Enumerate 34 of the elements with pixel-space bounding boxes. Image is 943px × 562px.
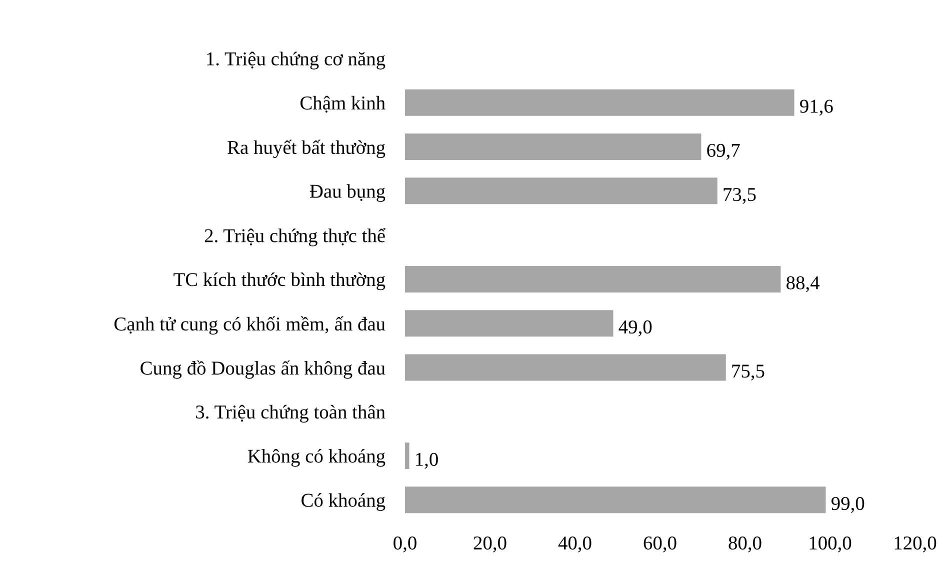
bar — [405, 89, 794, 116]
x-tick-label: 100,0 — [810, 536, 852, 552]
bar — [405, 354, 726, 381]
bar — [405, 266, 781, 292]
bar — [405, 134, 702, 160]
y-tick-label: 2. Triệu chứng thực thể — [204, 228, 386, 246]
data-label: 1,0 — [416, 452, 438, 469]
data-label: 75,5 — [732, 364, 764, 380]
bar — [405, 486, 826, 514]
y-tick-label: Đau bụng — [310, 184, 386, 202]
x-tick-label: 60,0 — [644, 536, 676, 552]
x-tick-label: 0,0 — [394, 536, 416, 552]
bar — [405, 442, 410, 470]
data-label: 91,6 — [800, 100, 833, 116]
x-tick-label: 120,0 — [894, 536, 936, 552]
y-tick-label: Ra huyết bất thường — [228, 140, 386, 158]
x-tick-label: 20,0 — [474, 536, 506, 552]
y-tick-label: 3. Triệu chứng toàn thân — [196, 404, 386, 423]
y-tick-label: Chậm kinh — [300, 96, 386, 113]
data-label: 99,0 — [831, 496, 864, 513]
data-label: 88,4 — [786, 276, 820, 292]
bar — [405, 178, 718, 204]
y-tick-label: TC kích thước bình thường — [174, 272, 386, 290]
y-tick-label: Cạnh tử cung có khối mềm, ấn đau — [114, 316, 386, 335]
data-label: 73,5 — [724, 188, 756, 204]
x-tick-label: 80,0 — [728, 536, 762, 552]
y-tick-label: Cung đồ Douglas ấn không đau — [140, 360, 386, 379]
x-tick-label: 40,0 — [558, 536, 592, 552]
y-tick-label: Có khoáng — [302, 493, 386, 511]
data-label: 49,0 — [618, 320, 652, 336]
data-label: 69,7 — [707, 144, 740, 160]
y-tick-label: Không có khoáng — [248, 449, 386, 467]
bar — [405, 310, 614, 337]
y-tick-label: 1. Triệu chứng cơ năng — [207, 52, 386, 70]
